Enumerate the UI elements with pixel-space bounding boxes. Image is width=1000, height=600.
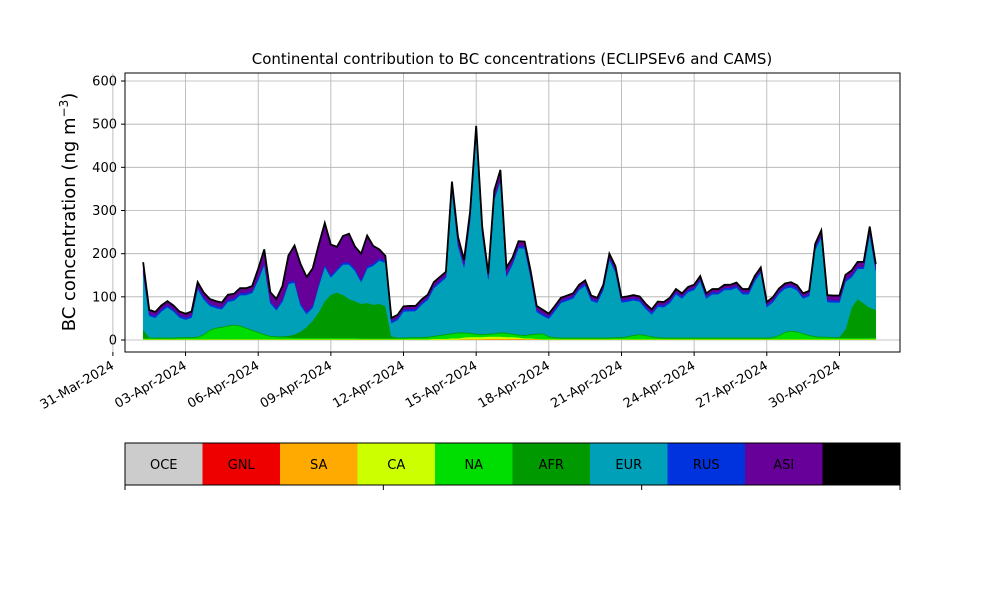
axes-frame (124, 72, 901, 353)
colorbar-swatch-eur (590, 443, 668, 485)
colorbar-frame (124, 442, 901, 486)
y-tick-label: 600 (92, 75, 117, 90)
colorbar-swatch-na (435, 443, 513, 485)
x-tick-label: 31-Mar-2024 (38, 358, 117, 412)
y-axis-label: BC concentration (ng m−3) (57, 93, 80, 332)
colorbar-label: ASI (773, 458, 794, 473)
area-eur (142, 134, 877, 338)
x-tick-label: 27-Apr-2024 (694, 358, 771, 411)
plot-frame (124, 72, 901, 353)
y-axis-label-text: BC concentration (ng m (59, 117, 80, 331)
colorbar-swatch-asi (745, 443, 823, 485)
x-tick-label: 30-Apr-2024 (766, 358, 843, 411)
y-tick-label: 400 (92, 161, 117, 176)
x-tick-label: 24-Apr-2024 (621, 358, 698, 411)
colorbar-swatch-oce (125, 443, 203, 485)
colorbar-swatch-ca (357, 443, 435, 485)
colorbar-swatch-gnl (202, 443, 280, 485)
x-tick-label: 18-Apr-2024 (476, 358, 553, 411)
colorbar-label: GNL (228, 458, 256, 473)
y-axis-ticks: 0 100 200 300 400 500 600 (92, 75, 125, 349)
y-tick-label: 0 (109, 334, 117, 349)
y-tick-label: 500 (92, 118, 117, 133)
y-tick-label: 200 (92, 247, 117, 262)
x-axis-ticks: 31-Mar-202403-Apr-202406-Apr-202409-Apr-… (38, 352, 843, 413)
x-tick-label: 15-Apr-2024 (403, 358, 480, 411)
x-tick-label: 06-Apr-2024 (185, 358, 262, 411)
y-tick-label: 300 (92, 204, 117, 219)
colorbar-label: AUS (848, 458, 875, 473)
colorbar-legend: OCE GNL SA CA NA AFR EUR RUS ASI AUS (124, 442, 901, 490)
total-line (142, 125, 877, 320)
colorbar-label: AFR (539, 458, 564, 473)
colorbar-swatch-aus (822, 443, 900, 485)
y-tick-label: 100 (92, 290, 117, 305)
x-tick-label: 12-Apr-2024 (330, 358, 407, 411)
colorbar-label: NA (464, 458, 483, 473)
colorbar-label: RUS (693, 458, 720, 473)
colorbar-label: SA (310, 458, 327, 473)
x-tick-label: 09-Apr-2024 (258, 358, 335, 411)
colorbar-swatch-sa (280, 443, 358, 485)
colorbar-swatch-afr (512, 443, 590, 485)
x-tick-label: 21-Apr-2024 (548, 358, 625, 411)
stacked-areas (142, 125, 877, 341)
colorbar-label: OCE (150, 458, 178, 473)
colorbar-swatch-rus (667, 443, 745, 485)
y-axis-label-exponent: −3 (57, 100, 71, 118)
x-tick-label: 03-Apr-2024 (112, 358, 189, 411)
y-axis-label-close: ) (59, 93, 80, 100)
colorbar-label: CA (387, 458, 405, 473)
colorbar-label: EUR (615, 458, 642, 473)
chart-title: Continental contribution to BC concentra… (252, 50, 773, 68)
